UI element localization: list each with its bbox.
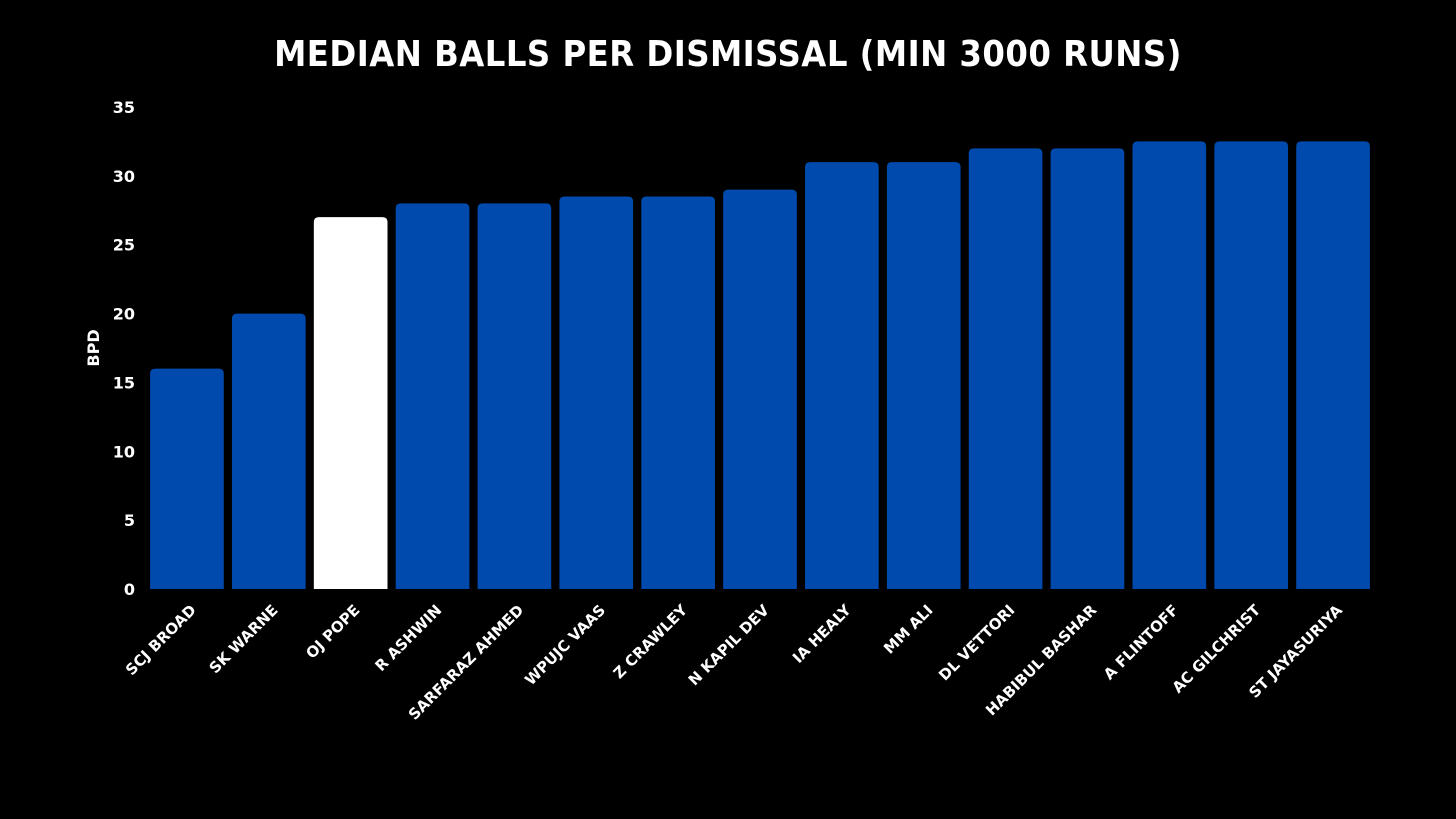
x-category-label: IA HEALY bbox=[789, 600, 855, 666]
bar bbox=[805, 162, 879, 590]
bar bbox=[313, 217, 388, 589]
y-axis: 0 5 10 15 20 25 30 35 bbox=[113, 98, 135, 599]
bar bbox=[395, 203, 470, 589]
x-category-label: N KAPIL DEV bbox=[685, 601, 773, 689]
y-axis-title: BPD bbox=[84, 329, 103, 366]
y-tick-label: 20 bbox=[113, 305, 135, 324]
x-category-label: DL VETTORI bbox=[935, 601, 1018, 684]
bar bbox=[968, 148, 1043, 590]
x-category-label: SK WARNE bbox=[206, 601, 282, 677]
y-tick-label: 30 bbox=[113, 167, 135, 186]
y-tick-label: 35 bbox=[113, 98, 135, 117]
y-tick-label: 10 bbox=[113, 442, 135, 461]
x-category-label: AC GILCHRIST bbox=[1169, 601, 1265, 697]
y-tick-label: 25 bbox=[113, 236, 135, 255]
chart-title: MEDIAN BALLS PER DISMISSAL (MIN 3000 RUN… bbox=[274, 34, 1182, 75]
bar bbox=[1132, 141, 1207, 589]
x-category-label: A FLINTOFF bbox=[1100, 601, 1182, 683]
x-axis: SCJ BROAD SK WARNE OJ POPE R ASHWINSARFARAZ… bbox=[122, 600, 1346, 723]
bar bbox=[477, 203, 552, 589]
x-category-label: R ASHWIN bbox=[372, 601, 446, 675]
bar bbox=[723, 189, 797, 589]
bar bbox=[886, 162, 961, 590]
x-category-label: WPUJC VAAS bbox=[521, 601, 609, 689]
y-tick-label: 15 bbox=[113, 373, 135, 392]
y-tick-label: 0 bbox=[124, 580, 135, 599]
x-category-label: OJ POPE bbox=[302, 601, 363, 662]
bars-group bbox=[150, 141, 1370, 590]
bar bbox=[150, 368, 224, 589]
bar bbox=[641, 196, 715, 589]
bar bbox=[1050, 148, 1125, 590]
bar bbox=[559, 196, 634, 589]
x-category-label: Z CRAWLEY bbox=[610, 600, 692, 682]
x-category-label: MM ALI bbox=[880, 601, 936, 657]
bar bbox=[1296, 141, 1370, 589]
y-tick-label: 5 bbox=[124, 511, 135, 530]
bar bbox=[1214, 141, 1289, 589]
bar bbox=[231, 313, 306, 589]
x-category-label: SCJ BROAD bbox=[122, 601, 200, 679]
